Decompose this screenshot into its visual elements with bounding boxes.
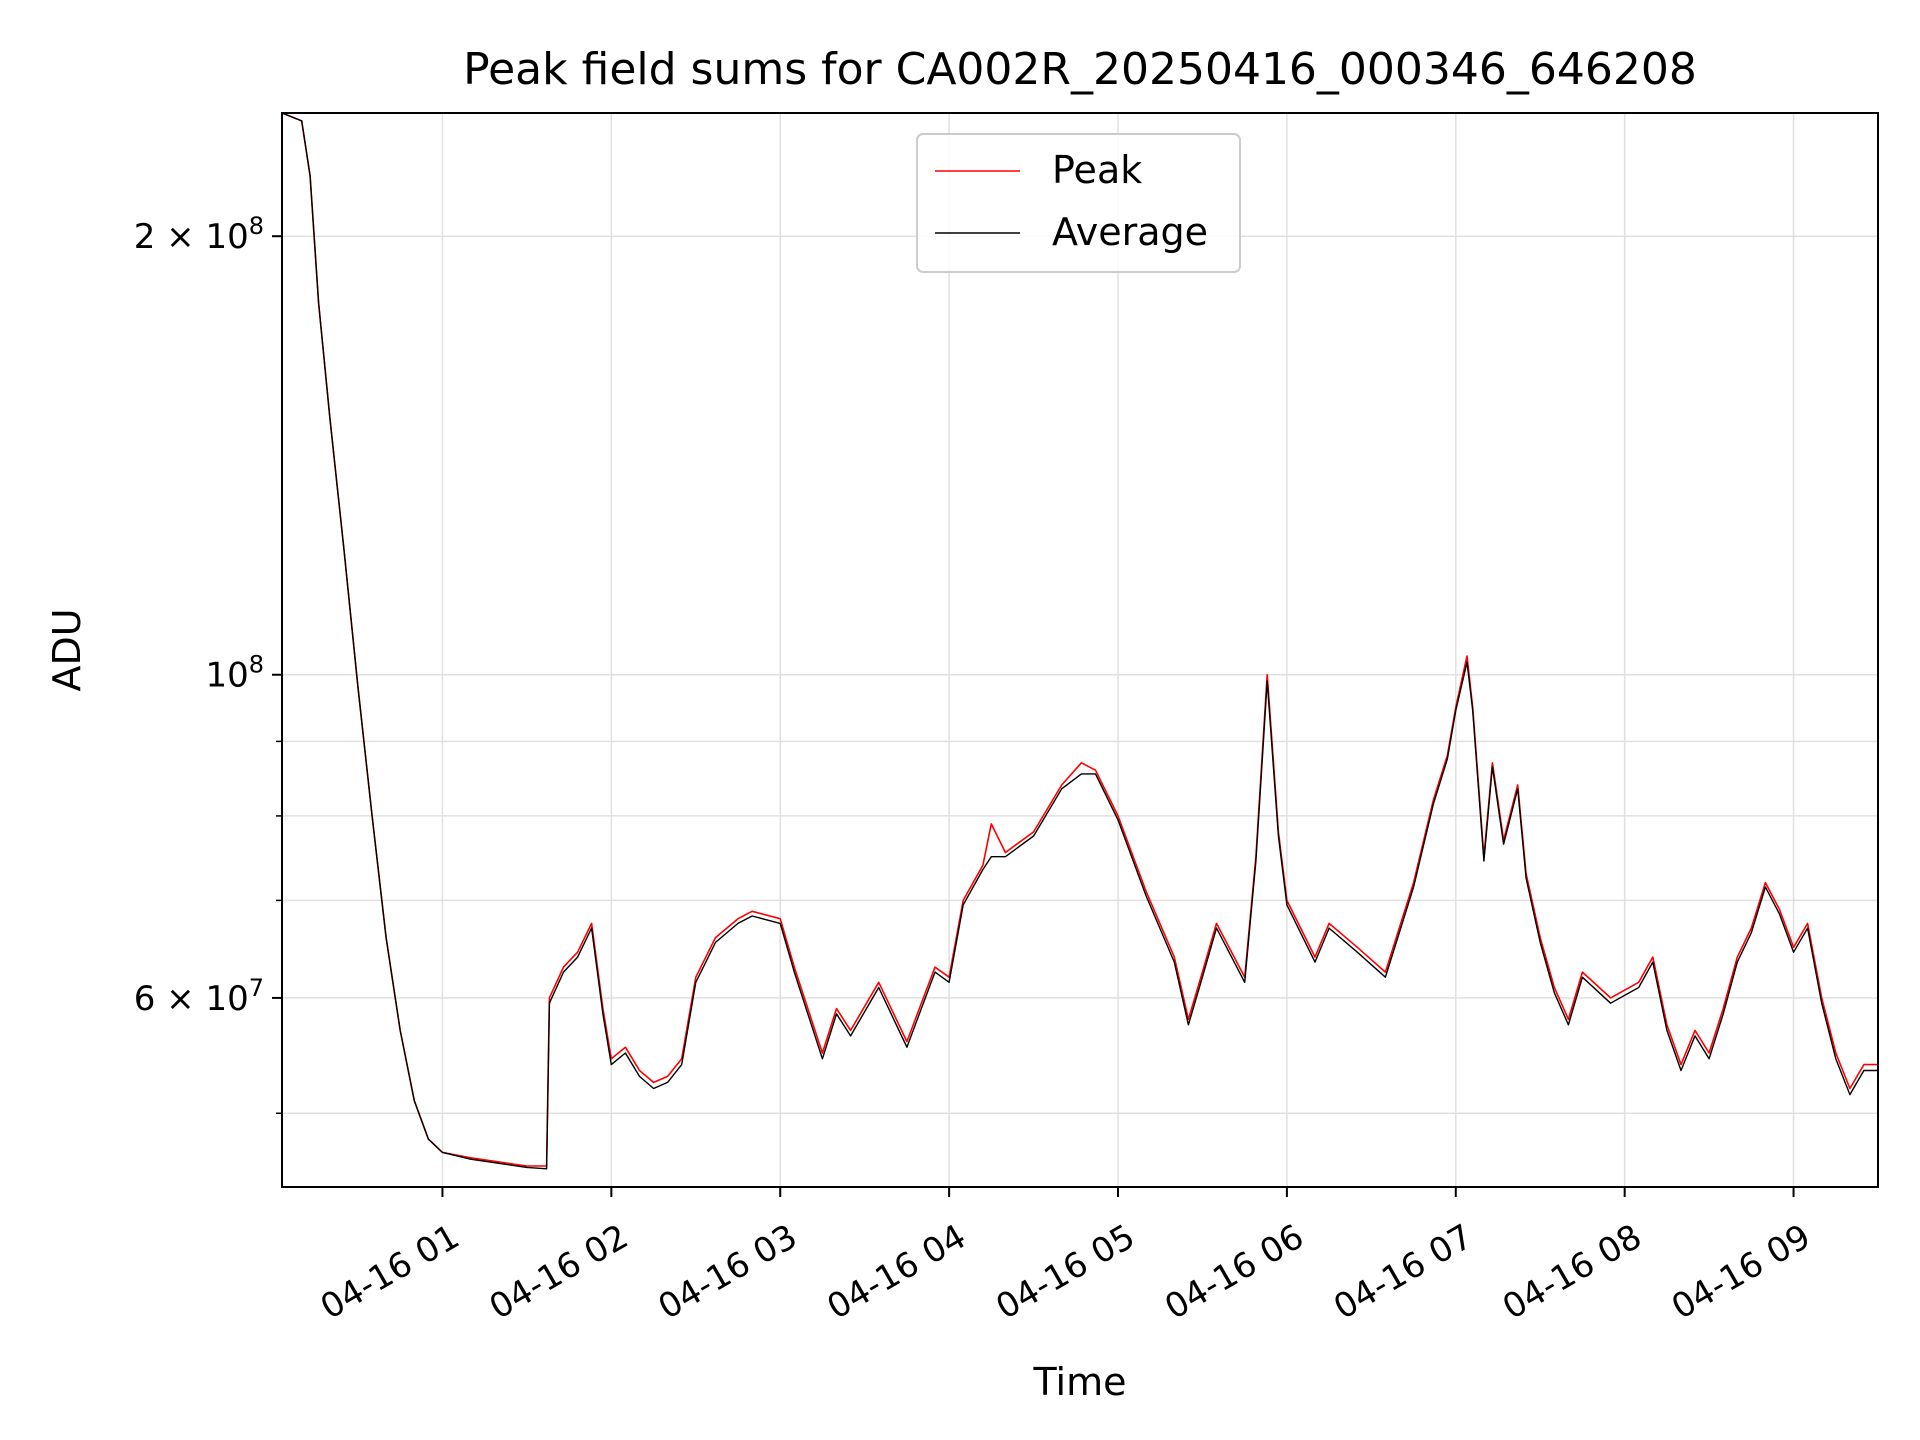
x-axis-label: Time <box>1033 1360 1127 1404</box>
y-tick-label: 2 × 108 <box>134 212 264 257</box>
y-tick-label: 108 <box>205 651 264 696</box>
legend-box <box>916 133 1241 273</box>
y-axis: 6 × 107 108 2 × 108 <box>134 212 282 1115</box>
legend: Peak Average <box>916 133 1241 273</box>
series-layer <box>282 113 1878 1170</box>
legend-label-peak: Peak <box>1052 148 1142 192</box>
grid-lines <box>282 113 1878 1187</box>
series-line-average <box>282 113 1878 1170</box>
y-tick-label: 6 × 107 <box>134 974 264 1019</box>
legend-label-average: Average <box>1052 210 1208 254</box>
plot-frame <box>281 112 1879 1188</box>
chart-title: Peak field sums for CA002R_20250416_0003… <box>463 44 1697 95</box>
y-axis-label: ADU <box>45 608 89 691</box>
